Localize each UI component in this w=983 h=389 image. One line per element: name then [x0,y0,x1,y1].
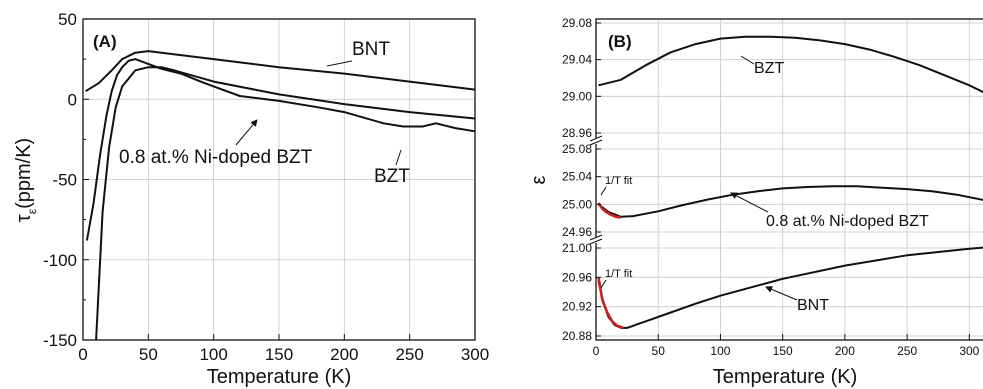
x-tick-label: 250 [897,344,917,358]
x-tick-label: 250 [395,345,423,364]
annotation-b-bnt: BNT [797,297,829,314]
panel-a: 0 50 100 150 200 250 300 50 0 -50 -100 -150 (A) Tem… [13,10,489,388]
series-line-0-8-at-ni-doped-bzt [95,66,476,341]
annotation-bnt-pointer [326,60,353,67]
panel-a-label: (A) [93,32,117,51]
panel-a-x-axis-label: Temperature (K) [207,366,352,388]
y-tick-label: 29.04 [562,53,592,67]
x-tick-label: 100 [199,345,227,364]
annotation-ni-doped-bzt: 0.8 at.% Ni-doped BZT [119,147,313,168]
annotation-bzt: BZT [374,166,410,187]
x-tick-label: 50 [652,344,666,358]
axis-break-upper [589,135,603,146]
series-line-0-8-at-ni-doped-bzt-fit [597,202,622,219]
panel-a-y-axis-label: τε(ppm/K) [13,138,39,222]
annotation-fit-lower: 1/T fit [605,268,632,280]
x-tick-label: 300 [959,344,979,358]
y-tick-label: 50 [58,10,77,29]
panel-b-frame [595,18,983,341]
y-tick-label: -150 [43,331,77,350]
y-tick-label: 29.00 [562,89,592,103]
x-tick-label: 200 [835,344,855,358]
x-tick-label: 200 [330,345,358,364]
y-tick-label: 0 [68,90,77,109]
annotation-b-ni-doped-bzt-arrow [730,192,769,213]
y-tick-label: 29.08 [562,16,592,30]
annotation-b-bnt-arrow [765,286,798,301]
series-line-bnt [597,246,983,329]
x-tick-label: 150 [773,344,793,358]
x-tick-label: 100 [710,344,730,358]
annotation-b-bzt: BZT [754,60,784,77]
series-line-0-8-at-ni-doped-bzt [597,185,983,218]
svg-text:τε(ppm/K): τε(ppm/K) [13,138,39,222]
series-line-bnt [85,50,476,93]
panel-b-ticks: 0 50 100 150 200 250 300 29.08 29.04 29.00 28.96 25… [562,16,980,358]
y-tick-label: 28.96 [562,126,592,140]
series-line-bnt-fit [597,277,624,330]
y-tick-label: 20.88 [562,329,592,343]
y-label-unit: (ppm/K) [13,138,35,209]
panel-b-y-axis-label: ε [528,175,550,184]
annotation-fit-upper: 1/T fit [605,175,632,187]
y-tick-label: -100 [43,251,77,270]
panel-b-grid [595,19,983,340]
y-tick-label: -50 [52,171,77,190]
y-label-main: τ [13,214,35,222]
annotation-ni-doped-bzt-arrow [235,119,258,146]
y-tick-label: 21.00 [562,241,592,255]
y-tick-label: 25.00 [562,197,592,211]
annotation-fit-lower-pointer [600,279,607,289]
axis-break-lower [589,234,603,245]
annotation-fit-upper-pointer [600,186,607,196]
panel-a-series-layer [85,50,476,341]
y-tick-label: 20.96 [562,270,592,284]
x-tick-label: 150 [265,345,293,364]
annotation-b-ni-doped-bzt: 0.8 at.% Ni-doped BZT [766,213,929,230]
x-tick-label: 300 [461,345,489,364]
y-tick-label: 24.96 [562,225,592,239]
panel-b-label: (B) [608,32,632,51]
annotation-b-bzt-pointer [740,55,755,65]
series-line-bzt [598,35,983,94]
panel-b-series-layer [597,35,983,330]
y-tick-label: 25.08 [562,142,592,156]
y-label-subscript: ε [25,208,39,214]
annotation-bzt-pointer [395,149,402,166]
x-tick-label: 50 [139,345,158,364]
x-tick-label: 0 [593,344,600,358]
panel-a-ticks: 0 50 100 150 200 250 300 50 0 -50 -100 -150 [43,10,489,364]
x-tick-label: 0 [78,345,87,364]
y-tick-label: 20.92 [562,300,592,314]
series-line-bzt [85,58,476,241]
panel-b-x-axis-label: Temperature (K) [713,366,858,388]
panel-b: 0 50 100 150 200 250 300 29.08 29.04 29.00 28.96 25… [528,16,983,388]
y-tick-label: 25.04 [562,170,592,184]
annotation-bnt: BNT [352,39,390,60]
